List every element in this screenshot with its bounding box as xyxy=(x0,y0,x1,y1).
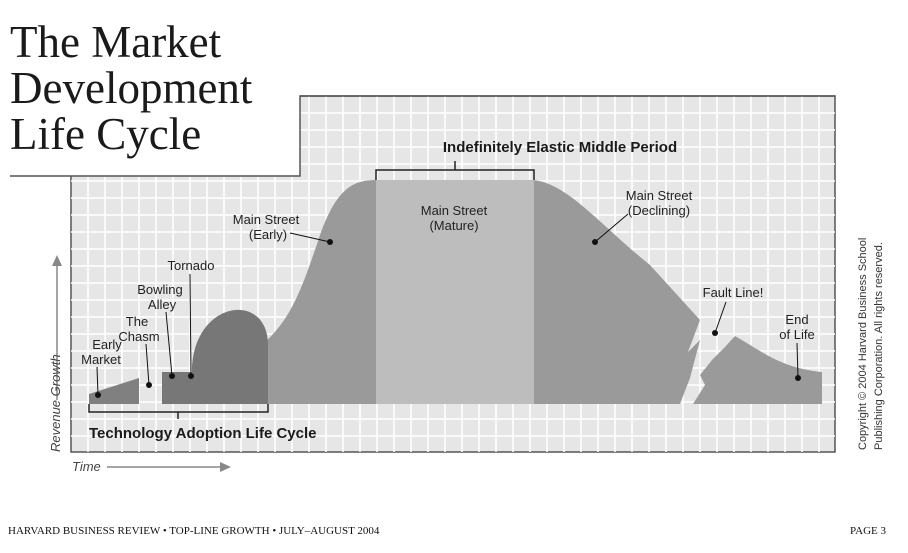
main-street-early-label-2: (Early) xyxy=(249,227,287,242)
fault-line-label: Fault Line! xyxy=(703,285,764,300)
footer-right: PAGE 3 xyxy=(850,525,886,537)
tornado-label: Tornado xyxy=(168,258,215,273)
tech-adoption-bracket: Technology Adoption Life Cycle xyxy=(88,404,317,442)
tornado-hump xyxy=(162,309,268,404)
tech-adoption-label: Technology Adoption Life Cycle xyxy=(89,425,317,442)
y-axis-label: Revenue Growth xyxy=(48,354,63,452)
x-axis: Time xyxy=(72,459,231,474)
end-of-life-area xyxy=(693,336,822,404)
chasm-label-1: The xyxy=(126,314,148,329)
footer-left: HARVARD BUSINESS REVIEW • TOP-LINE GROWT… xyxy=(8,525,380,537)
main-street-early-label-1: Main Street xyxy=(233,212,300,227)
title-box-border xyxy=(10,95,835,177)
elastic-period-label: Indefinitely Elastic Middle Period xyxy=(443,139,677,156)
main-street-declining-label-1: Main Street xyxy=(626,188,693,203)
chasm-label-2: Chasm xyxy=(118,329,159,344)
mature-band xyxy=(376,180,534,404)
bowling-alley-label-2: Alley xyxy=(148,297,177,312)
x-axis-arrow-icon xyxy=(220,462,231,472)
copyright-line-1: Copyright © 2004 Harvard Business School xyxy=(857,238,869,450)
y-axis-arrow-icon xyxy=(52,255,62,266)
early-market-area xyxy=(89,378,139,404)
end-of-life-label-2: of Life xyxy=(779,327,814,342)
stage-labels: Early Market The Chasm Bowling Alley Tor… xyxy=(81,188,815,398)
elastic-period-bracket: Indefinitely Elastic Middle Period xyxy=(375,139,677,180)
x-axis-label: Time xyxy=(72,459,101,474)
bowling-alley-label-1: Bowling xyxy=(137,282,183,297)
y-axis: Revenue Growth xyxy=(48,255,63,452)
title-box xyxy=(0,0,300,176)
title-line-3: Life Cycle xyxy=(10,109,201,159)
main-street-declining-label-2: (Declining) xyxy=(628,203,690,218)
copyright-line-2: Publishing Corporation. All rights reser… xyxy=(873,242,885,450)
title-line-1: The Market xyxy=(10,17,222,67)
title-line-2: Development xyxy=(10,63,253,113)
early-market-label-1: Early xyxy=(92,337,122,352)
end-of-life-label-1: End xyxy=(785,312,808,327)
main-street-mature-label-1: Main Street xyxy=(421,203,488,218)
main-street-mature-label-2: (Mature) xyxy=(429,218,478,233)
early-market-label-2: Market xyxy=(81,352,121,367)
